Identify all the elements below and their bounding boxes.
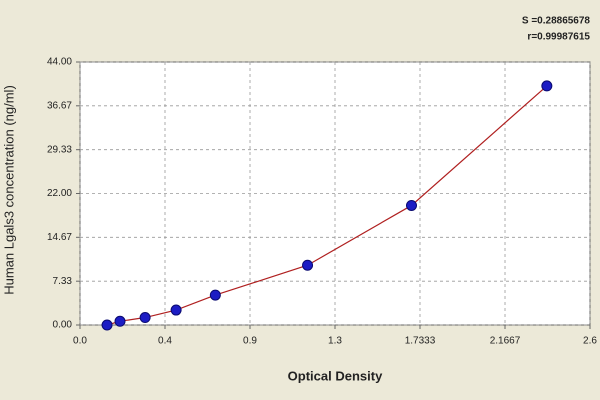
data-point (170, 304, 182, 316)
annotation: r=0.99987615 (527, 32, 590, 43)
x-tick-label: 1.3 (328, 336, 342, 347)
data-point (139, 312, 151, 324)
data-point (406, 199, 417, 211)
data-point (114, 315, 126, 327)
y-tick-label: 36.67 (47, 100, 72, 111)
y-tick-label: 14.67 (47, 232, 72, 243)
data-point (541, 80, 553, 92)
x-tick-label: 2.1667 (490, 336, 521, 347)
x-axis-label: Optical Density (288, 368, 383, 383)
y-tick-label: 44.00 (47, 57, 72, 68)
data-point (209, 289, 221, 301)
y-tick-label: 22.00 (47, 188, 72, 199)
y-tick-label: 0.00 (53, 320, 73, 331)
x-tick-label: 0.0 (73, 336, 87, 347)
x-tick-label: 0.4 (158, 336, 172, 347)
x-tick-label: 1.7333 (405, 336, 436, 347)
y-tick-label: 7.33 (53, 276, 73, 287)
y-axis-label: Human Lgals3 concentration (ng/ml) (1, 85, 16, 295)
data-point (302, 259, 314, 271)
y-tick-label: 29.33 (47, 144, 72, 155)
annotation: S =0.28865678 (522, 16, 591, 27)
data-point (101, 319, 113, 331)
x-tick-label: 2.6 (583, 336, 597, 347)
x-tick-label: 0.9 (243, 336, 257, 347)
